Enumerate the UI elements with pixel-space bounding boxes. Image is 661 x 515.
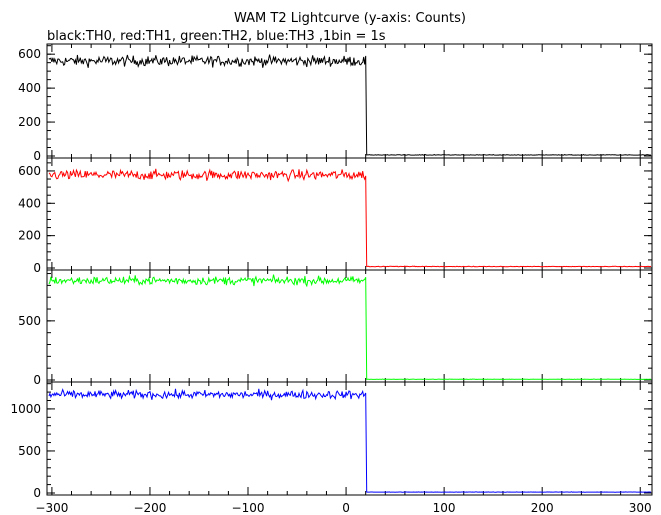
y-tick-label: 400 (18, 196, 41, 210)
y-tick-label: 0 (33, 486, 41, 500)
y-tick-label: 400 (18, 81, 41, 95)
y-tick-label: 200 (18, 115, 41, 129)
chart-title: WAM T2 Lightcurve (y-axis: Counts) (234, 11, 466, 26)
y-tick-label: 0 (33, 261, 41, 275)
lightcurve-series-3 (48, 388, 652, 493)
x-tick-label: −300 (35, 501, 68, 515)
panel-frame (46, 381, 653, 496)
y-tick-label: 600 (18, 164, 41, 178)
y-tick-label: 1000 (10, 402, 41, 416)
lightcurve-series-0 (48, 54, 652, 156)
chart-subtitle: black:TH0, red:TH1, green:TH2, blue:TH3 … (47, 29, 386, 44)
x-tick-label: 200 (531, 501, 554, 515)
y-tick-label: 500 (18, 444, 41, 458)
x-tick-label: −200 (133, 501, 166, 515)
y-tick-label: 200 (18, 229, 41, 243)
y-tick-label: 0 (33, 149, 41, 163)
y-tick-label: 600 (18, 47, 41, 61)
lightcurve-series-1 (48, 168, 652, 268)
x-tick-label: 300 (629, 501, 652, 515)
x-tick-label: −100 (232, 501, 265, 515)
lightcurve-series-2 (48, 274, 652, 380)
panel-frame (46, 269, 653, 383)
y-tick-label: 0 (33, 373, 41, 387)
y-tick-label: 500 (18, 314, 41, 328)
x-tick-label: 0 (342, 501, 350, 515)
x-tick-label: 100 (433, 501, 456, 515)
